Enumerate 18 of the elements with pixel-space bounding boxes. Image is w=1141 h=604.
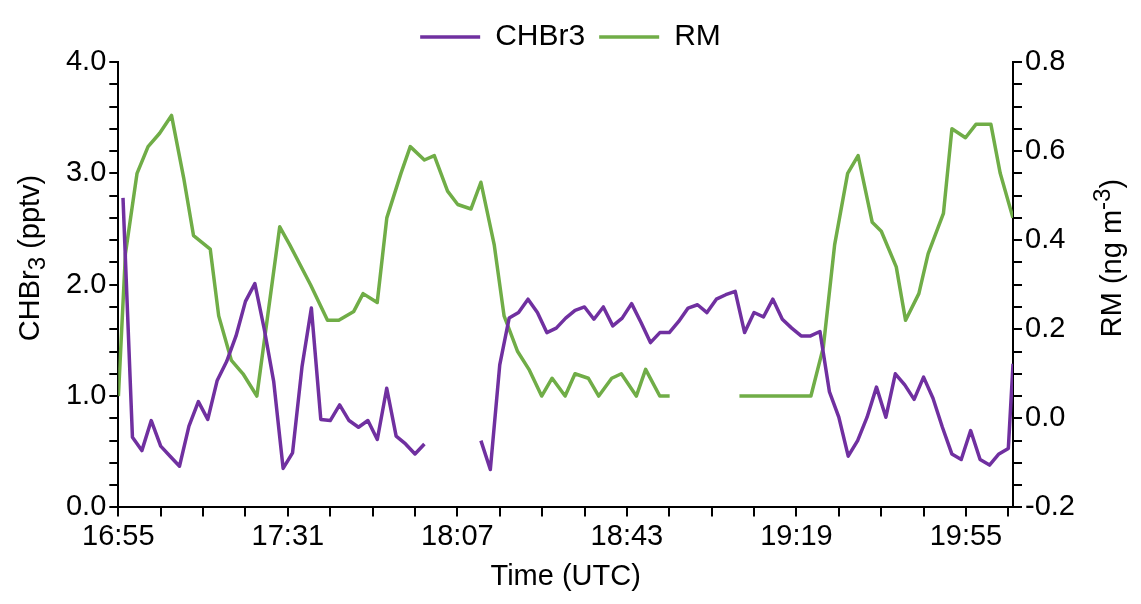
x-axis-title: Time (UTC) [490, 558, 641, 591]
y2-tick-label: 0.2 [1025, 311, 1066, 344]
legend-label: CHBr3 [495, 18, 586, 52]
y2-tick-label: 0.0 [1025, 400, 1066, 433]
x-tick-label: 18:43 [590, 518, 664, 551]
y-tick-label: 4.0 [65, 44, 107, 76]
legend-label: RM [674, 18, 721, 52]
x-tick-label: 19:55 [929, 518, 1003, 551]
x-tick-label: 17:31 [251, 518, 325, 551]
y2-tick-label: -0.2 [1025, 489, 1076, 522]
y-tick-label: 3.0 [65, 155, 107, 188]
y-tick-label: 1.0 [65, 378, 107, 411]
x-tick-label: 19:19 [760, 518, 833, 551]
y2-tick-label: 0.8 [1025, 44, 1066, 76]
y2-tick-label: 0.6 [1025, 133, 1066, 166]
x-tick-label: 18:07 [421, 518, 494, 551]
y-tick-label: 2.0 [65, 266, 107, 299]
y2-tick-label: 0.4 [1025, 222, 1066, 255]
